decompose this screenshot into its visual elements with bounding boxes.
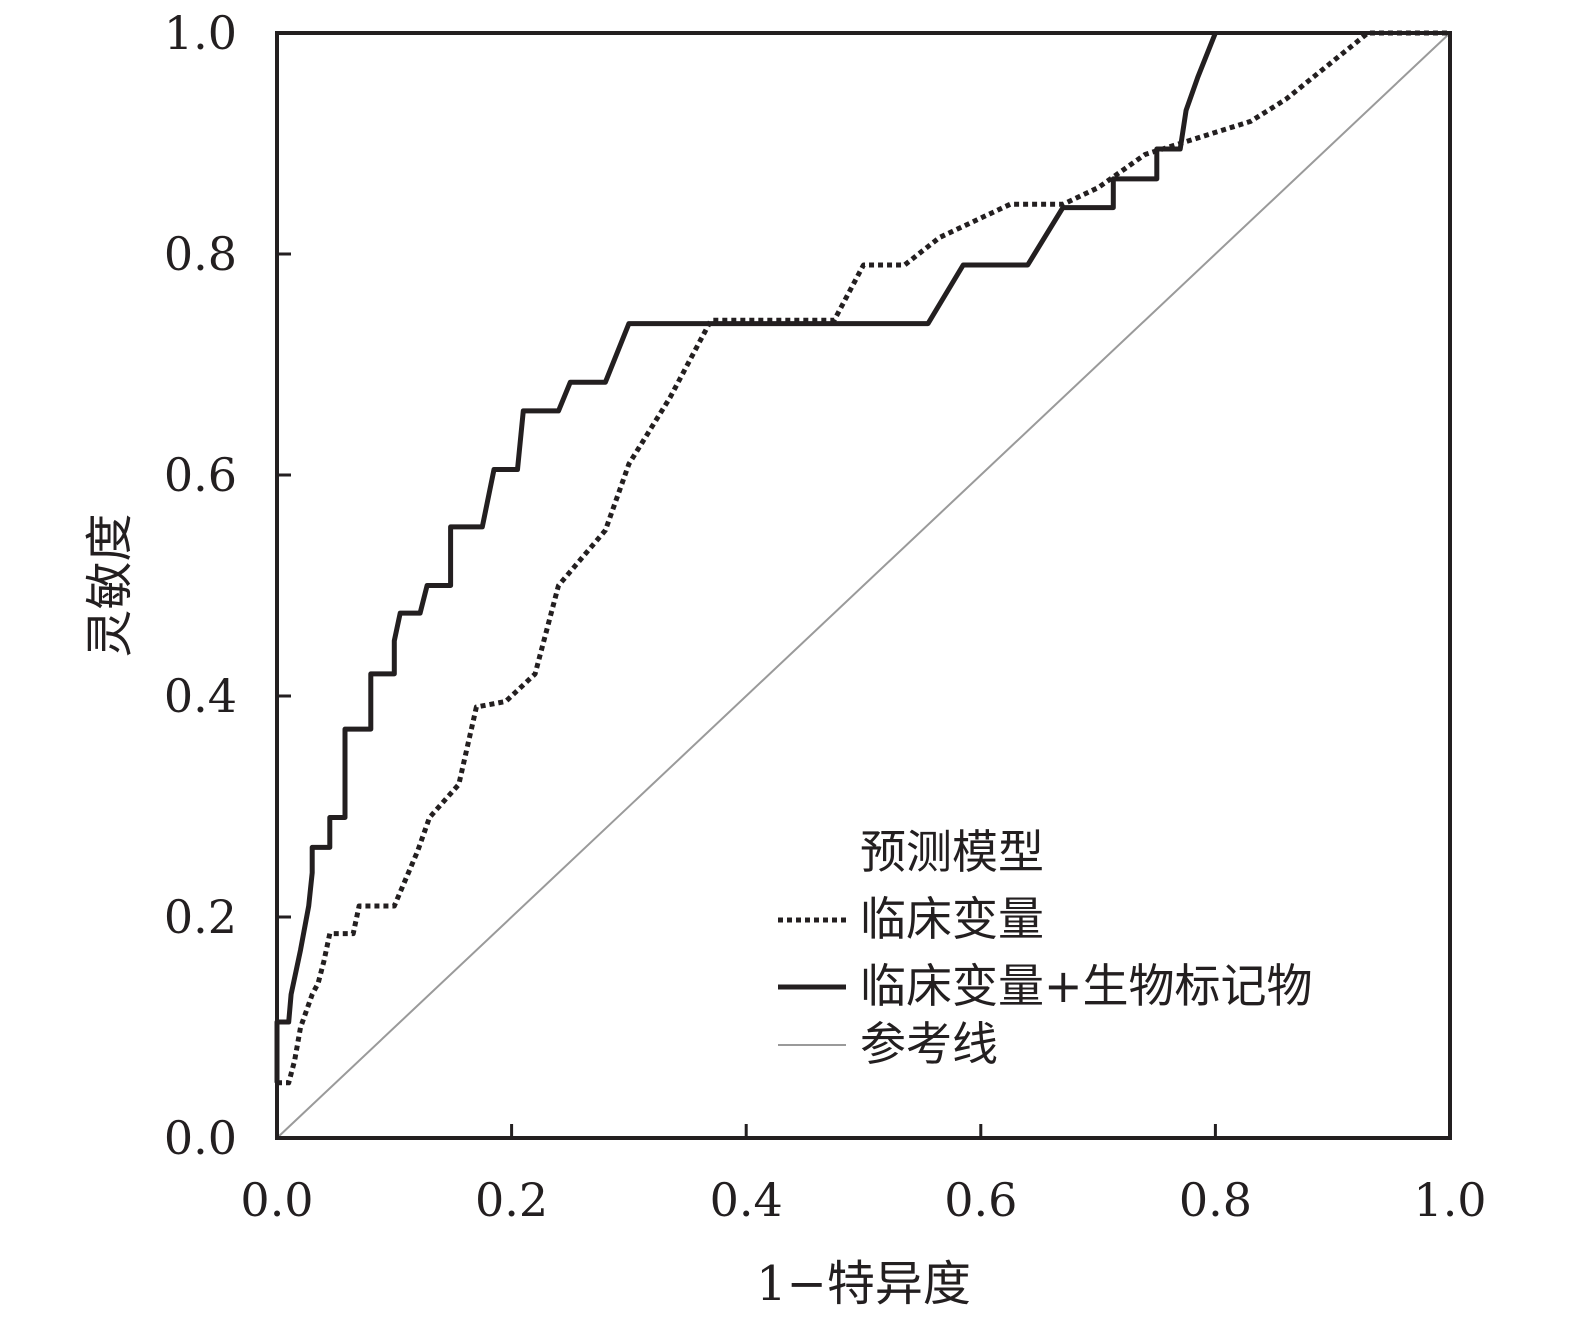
y-tick-label: 0.4 xyxy=(164,669,237,723)
x-tick-label: 0.8 xyxy=(1179,1173,1252,1227)
x-tick-label: 0.6 xyxy=(944,1173,1017,1227)
y-tick-label: 0.2 xyxy=(164,890,237,944)
legend-label: 临床变量+生物标记物 xyxy=(860,959,1313,1013)
x-tick-label: 0.4 xyxy=(710,1173,783,1227)
axis-ticks xyxy=(277,252,1217,1138)
y-tick-label: 1.0 xyxy=(164,6,237,60)
tick-labels: 0.0 0.2 0.4 0.6 0.8 1.0 0.0 0.2 0.4 0.6 0.8 1.0 xyxy=(164,6,1487,1227)
y-axis-title: 灵敏度 xyxy=(82,513,138,657)
legend-title: 预测模型 xyxy=(860,825,1044,879)
legend-label: 临床变量 xyxy=(860,892,1044,946)
x-tick-label: 0.0 xyxy=(240,1173,313,1227)
y-tick-label: 0.6 xyxy=(164,448,237,502)
y-tick-label: 0.8 xyxy=(164,227,237,281)
plot-lines xyxy=(274,30,1451,1139)
legend-label: 参考线 xyxy=(860,1017,998,1071)
x-axis-title: 1−特异度 xyxy=(756,1256,971,1312)
y-tick-label: 0.0 xyxy=(164,1111,237,1165)
x-tick-label: 0.2 xyxy=(475,1173,548,1227)
x-tick-label: 1.0 xyxy=(1413,1173,1486,1227)
plot-frame xyxy=(275,31,1452,1140)
series-line-clinical-biomarker xyxy=(274,32,1218,1083)
series-line-reference xyxy=(276,32,1451,1139)
series-line-clinical xyxy=(277,30,1450,1086)
